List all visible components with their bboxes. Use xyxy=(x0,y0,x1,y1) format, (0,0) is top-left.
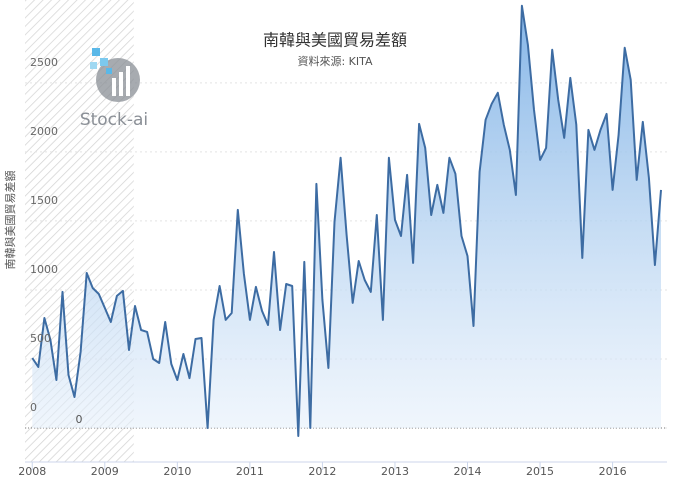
x-tick-label: 2012 xyxy=(308,465,336,478)
x-tick-label: 2010 xyxy=(163,465,191,478)
x-tick-label: 2011 xyxy=(236,465,264,478)
plot-line-label: 0 xyxy=(76,413,83,426)
y-tick-label: 0 xyxy=(30,401,37,414)
y-tick-label: 2000 xyxy=(30,125,58,138)
chart-subtitle: 資料來源: KITA xyxy=(297,54,373,68)
watermark: Stock-ai xyxy=(80,110,148,130)
area-fill xyxy=(32,5,662,437)
x-tick-label: 2015 xyxy=(526,465,554,478)
area-layer xyxy=(31,4,662,437)
x-tick-label: 2009 xyxy=(91,465,119,478)
x-tick-label: 2014 xyxy=(454,465,482,478)
logo: Stock-ai xyxy=(80,48,148,130)
y-tick-label: 500 xyxy=(30,332,51,345)
x-tick-label: 2008 xyxy=(18,465,46,478)
y-tick-label: 2500 xyxy=(30,56,58,69)
y-axis-title: 南韓與美國貿易差額 xyxy=(3,171,17,270)
y-tick-label: 1500 xyxy=(30,194,58,207)
line xyxy=(31,4,662,437)
x-tick-label: 2016 xyxy=(599,465,627,478)
x-tick-label: 2013 xyxy=(381,465,409,478)
chart-title: 南韓與美國貿易差額 xyxy=(263,31,407,50)
y-tick-label: 1000 xyxy=(30,263,58,276)
